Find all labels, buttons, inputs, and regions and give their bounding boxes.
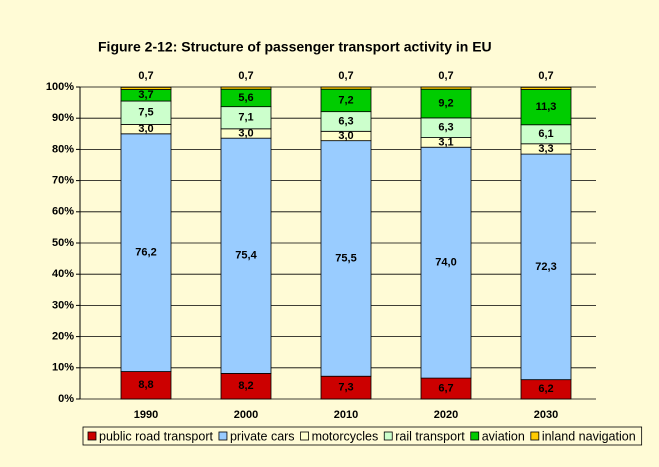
- data-label: 76,2: [135, 247, 156, 259]
- bar-segment: [520, 89, 572, 126]
- legend-swatch: [87, 431, 97, 441]
- legend-label: public road transport: [99, 429, 213, 443]
- data-label: 7,3: [338, 382, 353, 394]
- y-tick-label: 10%: [52, 362, 74, 374]
- data-label: 8,2: [238, 380, 253, 392]
- y-tick-label: 90%: [52, 112, 74, 124]
- bar-segment: [220, 373, 272, 400]
- x-tick-label: 2020: [434, 409, 458, 421]
- data-label: 6,3: [438, 122, 453, 134]
- data-label: 7,5: [138, 107, 153, 119]
- bar-segment: [120, 371, 172, 400]
- legend-swatch: [218, 431, 228, 441]
- y-tick-label: 40%: [52, 268, 74, 280]
- x-tick-label: 1990: [134, 409, 158, 421]
- bar-segment: [520, 153, 572, 381]
- data-label: 6,1: [538, 128, 553, 140]
- data-label: 3,1: [438, 136, 453, 148]
- data-label: 8,8: [138, 379, 153, 391]
- legend-label: rail transport: [395, 429, 465, 443]
- y-tick-label: 30%: [52, 299, 74, 311]
- data-label: 0,7: [138, 70, 153, 82]
- legend-swatch: [470, 431, 480, 441]
- y-tick-label: 70%: [52, 175, 74, 187]
- chart-title: Figure 2-12: Structure of passenger tran…: [98, 39, 492, 55]
- x-tick-label: 2030: [534, 409, 558, 421]
- data-label: 74,0: [435, 257, 456, 269]
- y-tick-label: 60%: [52, 206, 74, 218]
- data-label: 9,2: [438, 97, 453, 109]
- data-label: 6,3: [338, 115, 353, 127]
- bar-segment: [220, 86, 272, 90]
- y-tick-label: 80%: [52, 143, 74, 155]
- legend-box: [82, 426, 643, 446]
- bar-segment: [420, 86, 472, 90]
- legend-swatch: [383, 431, 393, 441]
- y-tick-label: 20%: [52, 331, 74, 343]
- legend-label: inland navigation: [542, 429, 636, 443]
- y-tick-label: 50%: [52, 237, 74, 249]
- x-tick-label: 2010: [334, 409, 358, 421]
- data-label: 7,1: [238, 112, 253, 124]
- data-label: 11,3: [536, 101, 557, 113]
- data-label: 75,4: [235, 250, 257, 262]
- data-label: 75,5: [335, 252, 356, 264]
- data-label: 0,7: [438, 70, 453, 82]
- data-label: 3,3: [538, 143, 553, 155]
- data-label: 0,7: [238, 70, 253, 82]
- legend-swatch: [530, 431, 540, 441]
- data-label: 3,7: [138, 89, 153, 101]
- bar-segment: [320, 86, 372, 90]
- data-label: 7,2: [338, 94, 353, 106]
- data-label: 5,6: [238, 92, 253, 104]
- bar-segment: [120, 133, 172, 372]
- data-label: 3,0: [138, 123, 153, 135]
- x-tick-label: 2000: [234, 409, 258, 421]
- data-label: 3,0: [238, 127, 253, 139]
- data-label: 72,3: [535, 261, 556, 273]
- bar-segment: [420, 88, 472, 119]
- bar-segment: [420, 146, 472, 379]
- data-label: 6,7: [438, 382, 453, 394]
- legend-label: motorcycles: [312, 429, 379, 443]
- bar-segment: [220, 137, 272, 374]
- bar-segment: [120, 86, 172, 90]
- data-label: 0,7: [338, 70, 353, 82]
- bar-segment: [320, 140, 372, 377]
- data-label: 6,2: [538, 383, 553, 395]
- y-tick-label: 0%: [58, 393, 74, 405]
- legend-label: private cars: [230, 429, 295, 443]
- y-tick-label: 100%: [46, 81, 74, 93]
- data-label: 3,0: [338, 130, 353, 142]
- legend-swatch: [300, 431, 309, 441]
- legend-label: aviation: [482, 429, 525, 443]
- bar-segment: [520, 86, 572, 90]
- data-label: 0,7: [538, 70, 553, 82]
